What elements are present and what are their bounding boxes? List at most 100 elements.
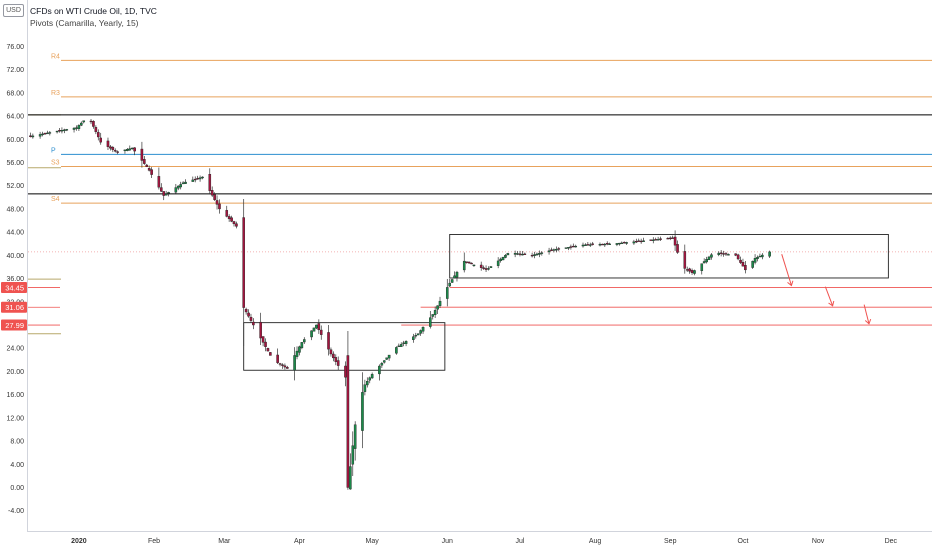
candle — [736, 253, 740, 261]
candle — [608, 242, 611, 245]
candle — [378, 364, 381, 381]
candle-body — [758, 255, 762, 258]
candle-body — [327, 332, 330, 350]
candle-body — [429, 317, 432, 327]
candle-body — [521, 253, 524, 256]
candle — [201, 176, 204, 180]
candle-body — [649, 239, 653, 241]
candle-body — [164, 193, 168, 196]
candle-body — [700, 263, 704, 271]
candle — [96, 129, 100, 141]
candle-body — [113, 150, 117, 152]
y-tick-label: 76.00 — [6, 44, 24, 51]
candle-body — [46, 132, 49, 135]
y-tick-label: 40.00 — [6, 253, 24, 260]
y-tick-label: 44.00 — [6, 230, 24, 237]
candle — [552, 248, 556, 253]
candle-body — [736, 254, 740, 260]
candle-body — [666, 237, 670, 240]
candle — [622, 241, 626, 244]
candle-body — [179, 184, 182, 188]
candle — [276, 348, 279, 365]
candle — [700, 263, 704, 275]
candle — [65, 128, 69, 132]
candle — [744, 261, 747, 274]
candle — [232, 220, 236, 227]
candle-body — [603, 243, 607, 246]
candle-body — [450, 279, 454, 283]
candle — [438, 296, 442, 308]
candle-body — [353, 424, 357, 449]
candle-body — [710, 254, 713, 258]
candle — [349, 453, 352, 490]
y-tick-label: 36.00 — [6, 276, 24, 283]
candle-body — [143, 159, 146, 164]
candle — [399, 342, 403, 347]
candle-body — [55, 130, 59, 133]
candle — [632, 239, 636, 245]
candle — [329, 347, 333, 357]
candle-body — [438, 300, 442, 306]
candle — [176, 185, 180, 191]
candle — [654, 237, 658, 241]
candle — [690, 268, 694, 275]
candle-body — [656, 239, 660, 241]
candle — [402, 340, 405, 347]
candle-body — [552, 249, 556, 251]
candle — [615, 243, 619, 247]
candle — [123, 149, 127, 154]
candle — [213, 192, 216, 201]
candle — [302, 337, 306, 344]
candle-body — [31, 135, 35, 138]
candle — [518, 250, 522, 257]
candle — [688, 267, 691, 274]
candle — [591, 241, 594, 246]
candle — [637, 238, 641, 242]
candle — [462, 252, 466, 273]
candle-body — [538, 253, 541, 255]
candle — [99, 132, 102, 145]
candle-body — [482, 267, 485, 269]
candle-body — [399, 344, 403, 347]
candle-body — [227, 216, 231, 220]
candle-body — [472, 264, 476, 267]
candle-body — [504, 255, 507, 258]
candle — [382, 360, 386, 364]
candle — [55, 130, 59, 134]
candle — [157, 167, 161, 190]
candle-body — [235, 223, 238, 227]
candle-body — [581, 244, 585, 247]
price-tag-label: 31.06 — [5, 303, 24, 312]
y-axis-ticks: 76.00 72.00 68.00 64.00 60.00 56.00 52.00 48.00… — [6, 44, 24, 515]
candle — [683, 244, 687, 274]
y-tick-label: 4.00 — [10, 462, 24, 469]
range-boxes — [243, 234, 889, 371]
candle — [496, 257, 500, 269]
candle — [281, 363, 284, 369]
candle-body — [605, 243, 609, 245]
candle-body — [278, 363, 282, 365]
candle-body — [65, 129, 69, 131]
candle — [147, 165, 151, 172]
candle-body — [300, 342, 304, 349]
candle — [106, 137, 110, 151]
candle-body — [601, 243, 604, 246]
candle-body — [147, 168, 151, 171]
candle — [569, 244, 573, 250]
candle — [416, 333, 420, 336]
candle — [43, 132, 47, 135]
candle-body — [334, 357, 338, 362]
candle-body — [671, 237, 674, 239]
candle — [516, 251, 519, 256]
candle — [722, 250, 725, 257]
candle — [336, 356, 340, 371]
candle-body — [261, 336, 265, 343]
candle-body — [94, 127, 98, 132]
candle-body — [523, 253, 527, 255]
currency-badge[interactable]: USD — [3, 4, 24, 17]
candle — [128, 145, 132, 151]
candle-body — [620, 242, 624, 245]
candle-body — [489, 266, 493, 268]
candle-body — [550, 249, 553, 251]
